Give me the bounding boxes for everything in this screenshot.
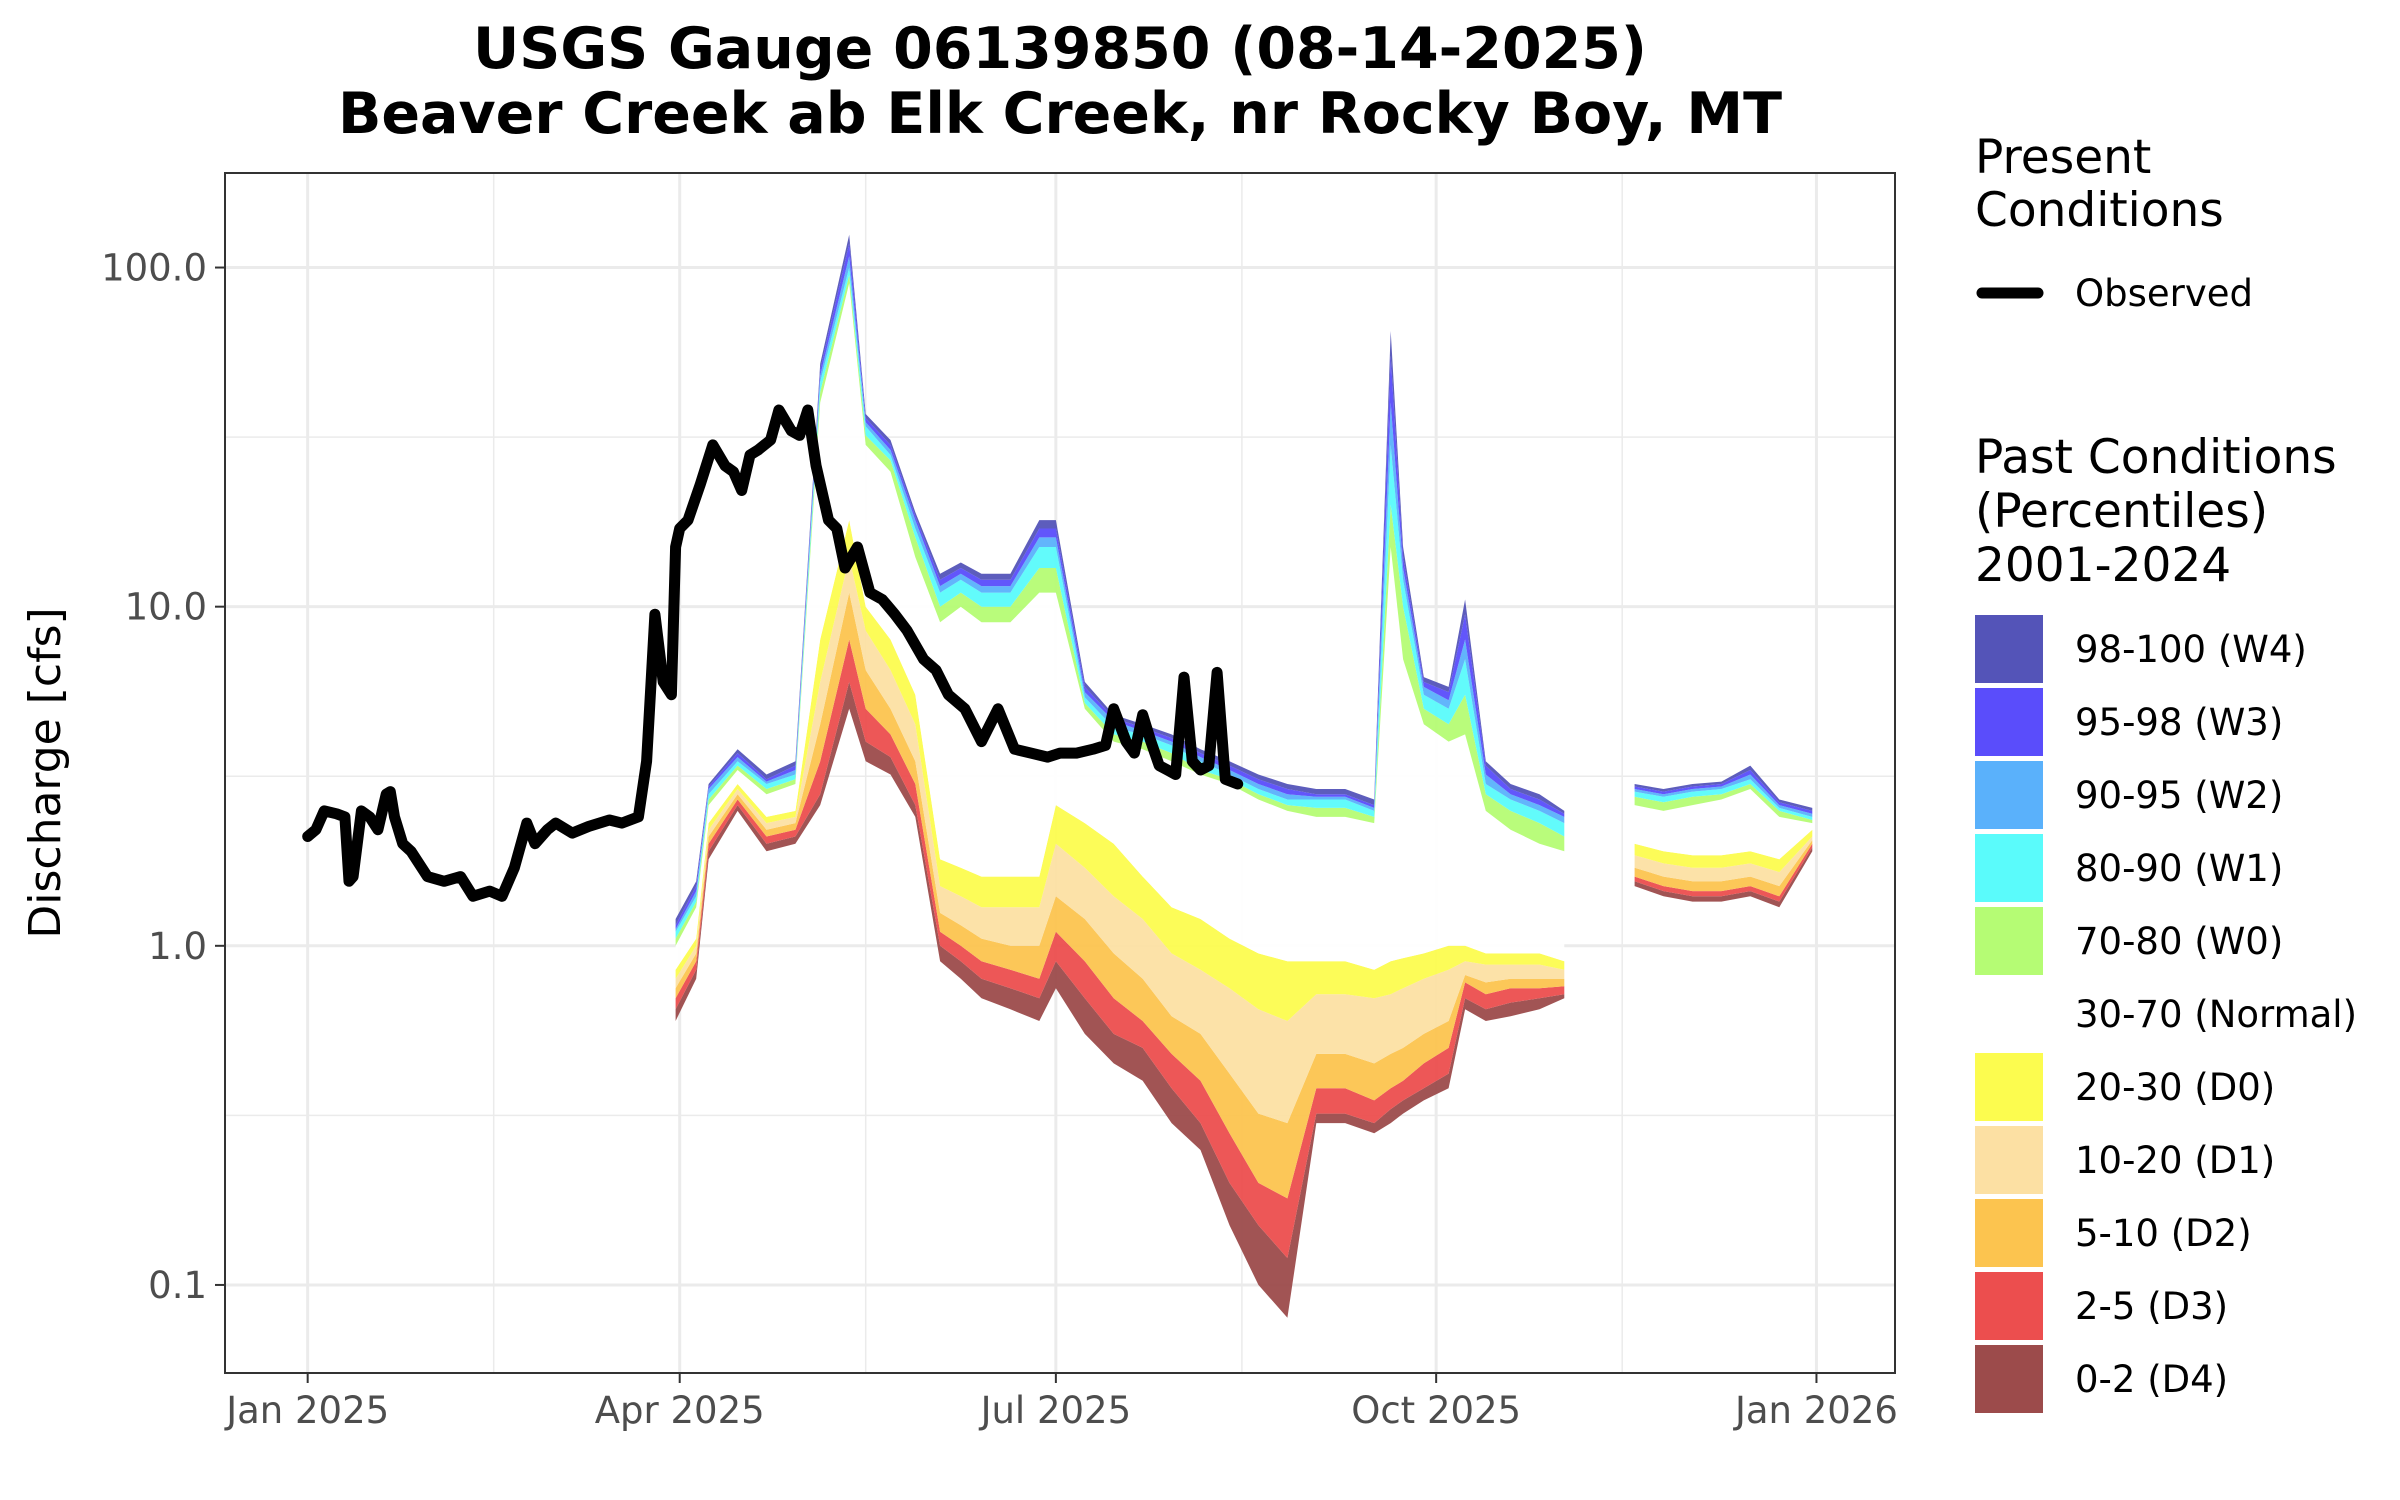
observed-series	[302, 404, 1244, 902]
legend-item-label: 20-30 (D0)	[2075, 1066, 2275, 1109]
plot-border	[224, 172, 1896, 1374]
percentile-bands	[675, 234, 1813, 1318]
x-tick-label: Oct 2025	[1351, 1389, 1521, 1432]
y-tick-label: 1.0	[148, 925, 207, 968]
legend-swatch	[1975, 1272, 2043, 1340]
x-axis: Jan 2025 Apr 2025 Jul 2025 Oct 2025 Jan 2026	[224, 1373, 1898, 1432]
legend-swatch	[1975, 1053, 2043, 1121]
legend-past-title: Past Conditions	[1975, 430, 2337, 485]
band-20-30-d0	[675, 520, 1813, 1021]
band-10-20-d1	[675, 557, 1813, 1124]
legend-swatch	[1975, 761, 2043, 829]
legend-past-conditions: Past Conditions(Percentiles)2001-2024 98-…	[1975, 430, 2357, 1413]
legend-item-label: 5-10 (D2)	[2075, 1212, 2252, 1255]
legend-item-label: 10-20 (D1)	[2075, 1139, 2275, 1182]
chart-subtitle: Beaver Creek ab Elk Creek, nr Rocky Boy,…	[338, 81, 1782, 147]
legend-swatch	[1975, 834, 2043, 902]
observed-line	[302, 404, 1244, 902]
y-axis-title: Discharge [cfs]	[20, 607, 71, 938]
x-tick-label: Jan 2026	[1733, 1389, 1898, 1432]
legend-swatch	[1975, 980, 2043, 1048]
y-tick-label: 0.1	[148, 1264, 207, 1307]
legend-item-label: 95-98 (W3)	[2075, 701, 2283, 744]
legend-past-title: 2001-2024	[1975, 538, 2231, 593]
legend-swatch	[1975, 1126, 2043, 1194]
legend-swatch	[1975, 907, 2043, 975]
y-tick-label: 100.0	[101, 247, 207, 290]
chart-title: USGS Gauge 06139850 (08-14-2025)	[473, 16, 1647, 82]
x-tick-label: Jul 2025	[979, 1389, 1132, 1432]
y-tick-label: 10.0	[125, 586, 207, 629]
legend-item-label: 70-80 (W0)	[2075, 920, 2283, 963]
legend-present-title: Conditions	[1975, 183, 2224, 238]
band-30-70-normal	[675, 283, 1813, 970]
legend-swatch	[1975, 688, 2043, 756]
legend-past-title: (Percentiles)	[1975, 484, 2268, 539]
legend-swatch	[1975, 615, 2043, 683]
x-tick-label: Apr 2025	[595, 1389, 765, 1432]
legend-item-label: 80-90 (W1)	[2075, 847, 2283, 890]
legend-item-label: 0-2 (D4)	[2075, 1358, 2228, 1401]
y-axis: 0.1 1.0 10.0 100.0	[101, 247, 225, 1307]
legend-item-label: 2-5 (D3)	[2075, 1285, 2228, 1328]
x-tick-label: Jan 2025	[224, 1389, 389, 1432]
legend-swatch	[1975, 1345, 2043, 1413]
legend-swatch	[1975, 1199, 2043, 1267]
legend-item-label: 90-95 (W2)	[2075, 774, 2283, 817]
legend-observed-label: Observed	[2075, 272, 2253, 315]
legend-item-label: 30-70 (Normal)	[2075, 993, 2357, 1036]
legend-present-title: Present	[1975, 130, 2151, 185]
legend-item-label: 98-100 (W4)	[2075, 628, 2307, 671]
